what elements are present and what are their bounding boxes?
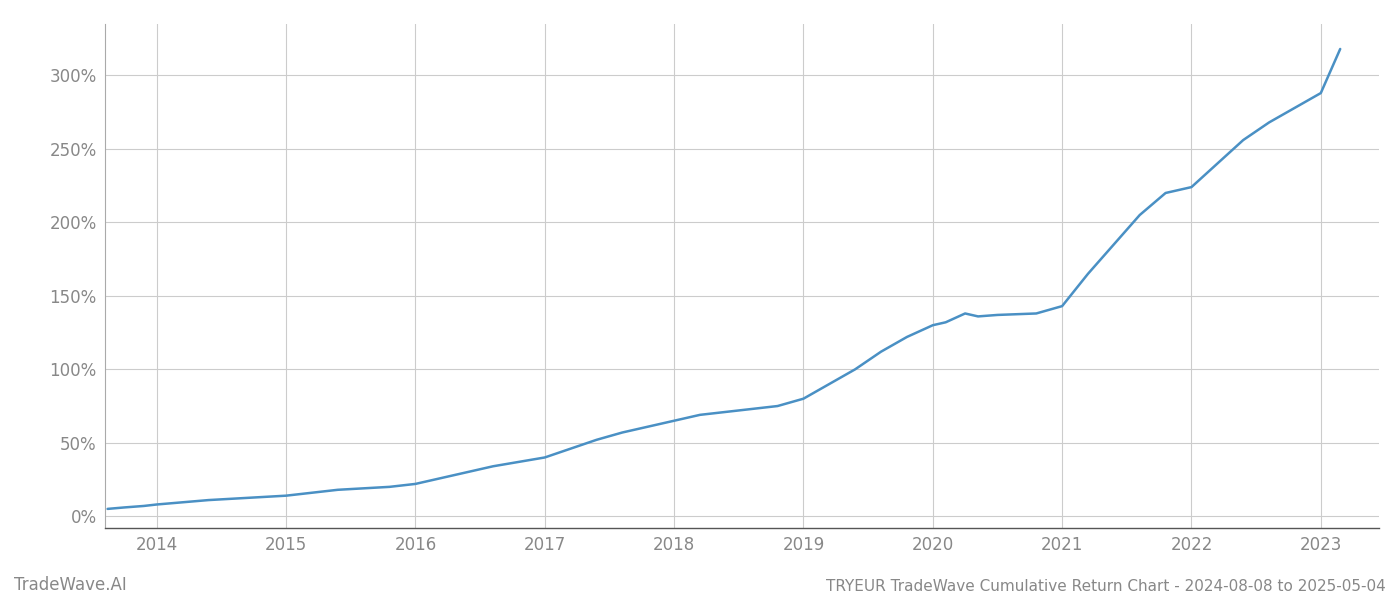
Text: TRYEUR TradeWave Cumulative Return Chart - 2024-08-08 to 2025-05-04: TRYEUR TradeWave Cumulative Return Chart… [826,579,1386,594]
Text: TradeWave.AI: TradeWave.AI [14,576,127,594]
